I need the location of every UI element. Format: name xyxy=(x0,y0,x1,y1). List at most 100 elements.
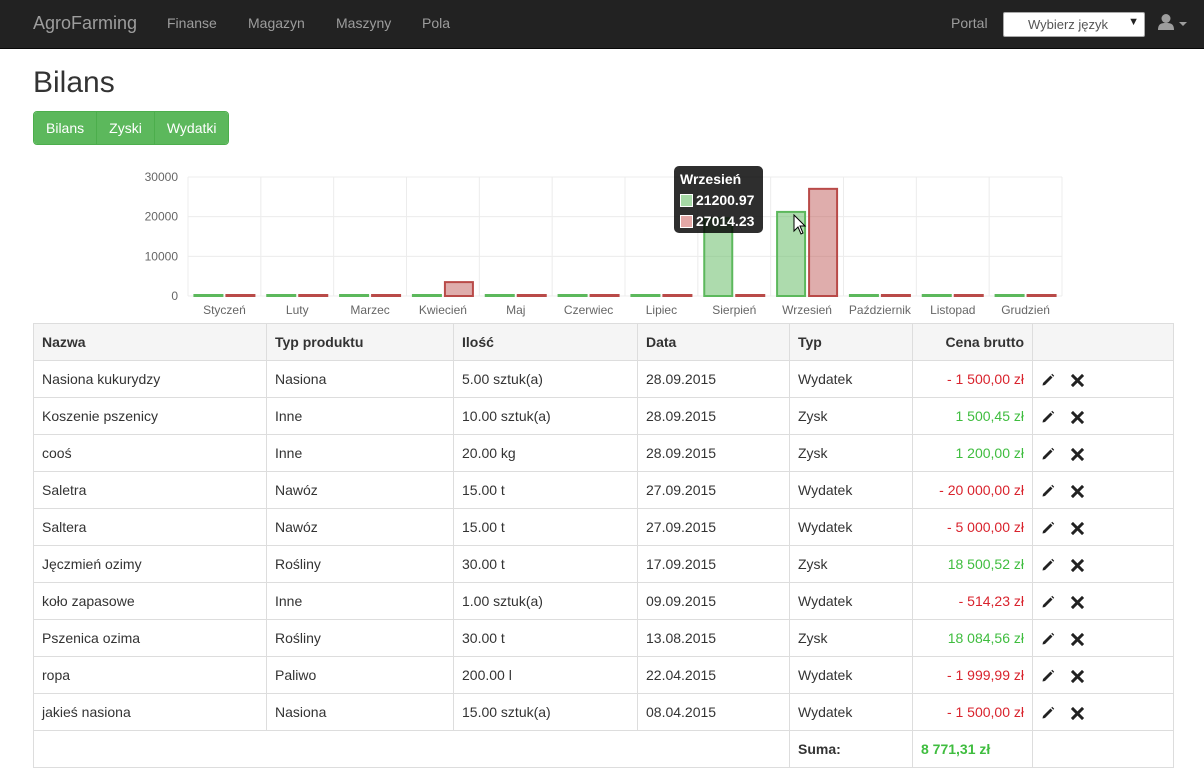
pencil-icon[interactable] xyxy=(1041,410,1055,424)
expense-swatch xyxy=(680,214,693,228)
cell-ilosc: 30.00 t xyxy=(453,619,638,657)
header-typ[interactable]: Typ xyxy=(789,323,913,361)
tab-zyski[interactable]: Zyski xyxy=(97,112,155,144)
cell-data: 08.04.2015 xyxy=(637,693,790,731)
view-button-group: Bilans Zyski Wydatki xyxy=(33,111,230,145)
cell-ilosc: 20.00 kg xyxy=(453,434,638,472)
close-icon[interactable] xyxy=(1070,484,1085,498)
table-row: ropa Paliwo 200.00 l 22.04.2015 Wydatek - 1 9… xyxy=(33,656,1174,694)
income-bar[interactable] xyxy=(557,294,588,297)
cell-cena-brutto: 1 200,00 zł xyxy=(912,434,1033,472)
cell-typ: Wydatek xyxy=(789,360,913,398)
tab-bilans[interactable]: Bilans xyxy=(34,112,98,144)
pencil-icon[interactable] xyxy=(1041,706,1055,720)
brand-logo[interactable]: AgroFarming xyxy=(33,13,138,33)
close-icon[interactable] xyxy=(1070,558,1085,572)
expense-bar[interactable] xyxy=(516,294,547,297)
cell-actions xyxy=(1032,397,1174,435)
cell-typ-produktu: Inne xyxy=(266,582,454,620)
expense-bar[interactable] xyxy=(953,294,984,297)
nav-finanse[interactable]: Finanse xyxy=(167,15,217,31)
tab-wydatki[interactable]: Wydatki xyxy=(154,112,229,144)
expense-bar[interactable] xyxy=(880,294,911,297)
cell-cena-brutto: - 5 000,00 zł xyxy=(912,508,1033,546)
cell-typ: Wydatek xyxy=(789,582,913,620)
cell-cena-brutto: - 1 500,00 zł xyxy=(912,360,1033,398)
nav-maszyny[interactable]: Maszyny xyxy=(336,15,392,31)
header-nazwa[interactable]: Nazwa xyxy=(33,323,267,361)
close-icon[interactable] xyxy=(1070,410,1085,424)
close-icon[interactable] xyxy=(1070,706,1085,720)
income-bar[interactable] xyxy=(266,294,297,297)
expense-bar[interactable] xyxy=(225,294,256,297)
pencil-icon[interactable] xyxy=(1041,632,1055,646)
close-icon[interactable] xyxy=(1070,447,1085,461)
header-data[interactable]: Data xyxy=(637,323,790,361)
income-bar[interactable] xyxy=(921,294,952,297)
expense-bar[interactable] xyxy=(589,294,620,297)
header-typ-produktu[interactable]: Typ produktu xyxy=(266,323,454,361)
cell-actions xyxy=(1032,693,1174,731)
cell-typ-produktu: Rośliny xyxy=(266,545,454,583)
income-bar[interactable] xyxy=(848,294,879,297)
expense-bar[interactable] xyxy=(662,294,693,297)
expense-bar[interactable] xyxy=(443,281,474,297)
income-bar[interactable] xyxy=(339,294,370,297)
income-bar[interactable] xyxy=(193,294,224,297)
cell-nazwa: koło zapasowe xyxy=(33,582,267,620)
cell-typ-produktu: Inne xyxy=(266,397,454,435)
nav-portal[interactable]: Portal xyxy=(951,15,988,31)
pencil-icon[interactable] xyxy=(1041,373,1055,387)
cell-actions xyxy=(1032,582,1174,620)
cell-nazwa: Nasiona kukurydzy xyxy=(33,360,267,398)
close-icon[interactable] xyxy=(1070,521,1085,535)
close-icon[interactable] xyxy=(1070,669,1085,683)
language-select[interactable]: Wybierz język ▼ xyxy=(1003,12,1145,37)
expense-bar[interactable] xyxy=(298,294,329,297)
pencil-icon[interactable] xyxy=(1041,447,1055,461)
cell-cena-brutto: 18 084,56 zł xyxy=(912,619,1033,657)
tooltip-row-income: 21200.97 xyxy=(680,192,754,208)
cell-data: 28.09.2015 xyxy=(637,397,790,435)
nav-magazyn[interactable]: Magazyn xyxy=(248,15,305,31)
top-navbar: AgroFarming Finanse Magazyn Maszyny Pola… xyxy=(0,0,1204,49)
table-body: Nasiona kukurydzy Nasiona 5.00 sztuk(a) 28.… xyxy=(33,360,1174,731)
close-icon[interactable] xyxy=(1070,595,1085,609)
user-icon xyxy=(1158,14,1187,30)
pencil-icon[interactable] xyxy=(1041,521,1055,535)
x-tick-label: Październik xyxy=(849,303,912,317)
cell-typ-produktu: Paliwo xyxy=(266,656,454,694)
cell-typ-produktu: Nasiona xyxy=(266,360,454,398)
pencil-icon[interactable] xyxy=(1041,595,1055,609)
y-tick-label: 30000 xyxy=(145,170,179,184)
close-icon[interactable] xyxy=(1070,632,1085,646)
expense-bar[interactable] xyxy=(371,294,402,297)
cell-typ: Zysk xyxy=(789,434,913,472)
cell-typ-produktu: Nawóz xyxy=(266,471,454,509)
pencil-icon[interactable] xyxy=(1041,669,1055,683)
cell-actions xyxy=(1032,545,1174,583)
y-tick-label: 10000 xyxy=(145,249,179,263)
income-bar[interactable] xyxy=(484,294,515,297)
income-bar[interactable] xyxy=(630,294,661,297)
tooltip-title: Wrzesień xyxy=(680,171,742,187)
expense-bar[interactable] xyxy=(808,187,839,298)
close-icon[interactable] xyxy=(1070,373,1085,387)
user-menu[interactable] xyxy=(1158,13,1190,36)
header-ilosc[interactable]: Ilość xyxy=(453,323,638,361)
expense-bar[interactable] xyxy=(1026,294,1057,297)
cell-actions xyxy=(1032,434,1174,472)
cell-cena-brutto: 1 500,45 zł xyxy=(912,397,1033,435)
header-cena-brutto[interactable]: Cena brutto xyxy=(912,323,1033,361)
expense-bar[interactable] xyxy=(735,294,766,297)
pencil-icon[interactable] xyxy=(1041,484,1055,498)
nav-pola[interactable]: Pola xyxy=(422,15,451,31)
cell-nazwa: Saletra xyxy=(33,471,267,509)
pencil-icon[interactable] xyxy=(1041,558,1055,572)
cell-nazwa: cooś xyxy=(33,434,267,472)
cell-data: 13.08.2015 xyxy=(637,619,790,657)
x-tick-label: Lipiec xyxy=(646,303,677,317)
income-bar[interactable] xyxy=(994,294,1025,297)
income-bar[interactable] xyxy=(411,294,442,297)
cell-actions xyxy=(1032,471,1174,509)
